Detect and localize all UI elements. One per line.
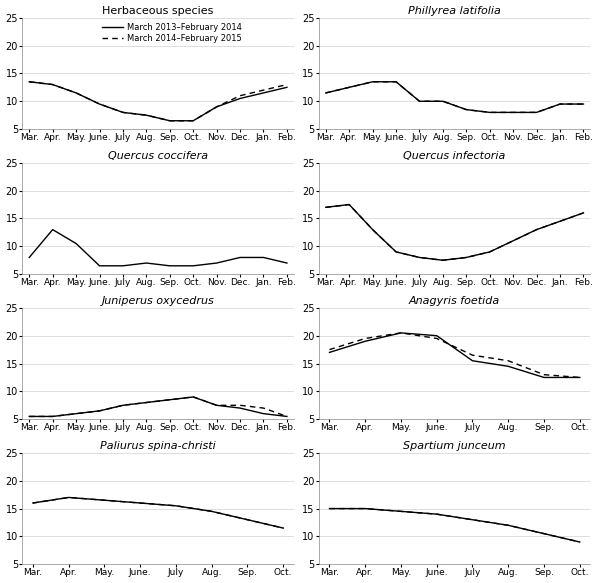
Title: Spartium junceum: Spartium junceum [403,441,506,451]
Legend: March 2013–February 2014, March 2014–February 2015: March 2013–February 2014, March 2014–Feb… [98,20,245,46]
Title: Paliurus spina-christi: Paliurus spina-christi [100,441,216,451]
Title: Quercus infectoria: Quercus infectoria [403,150,506,160]
Title: Quercus coccifera: Quercus coccifera [108,150,208,160]
Title: Anagyris foetida: Anagyris foetida [409,296,500,305]
Title: Juniperus oxycedrus: Juniperus oxycedrus [102,296,214,305]
Title: Herbaceous species: Herbaceous species [103,6,214,16]
Title: Phillyrea latifolia: Phillyrea latifolia [408,6,501,16]
